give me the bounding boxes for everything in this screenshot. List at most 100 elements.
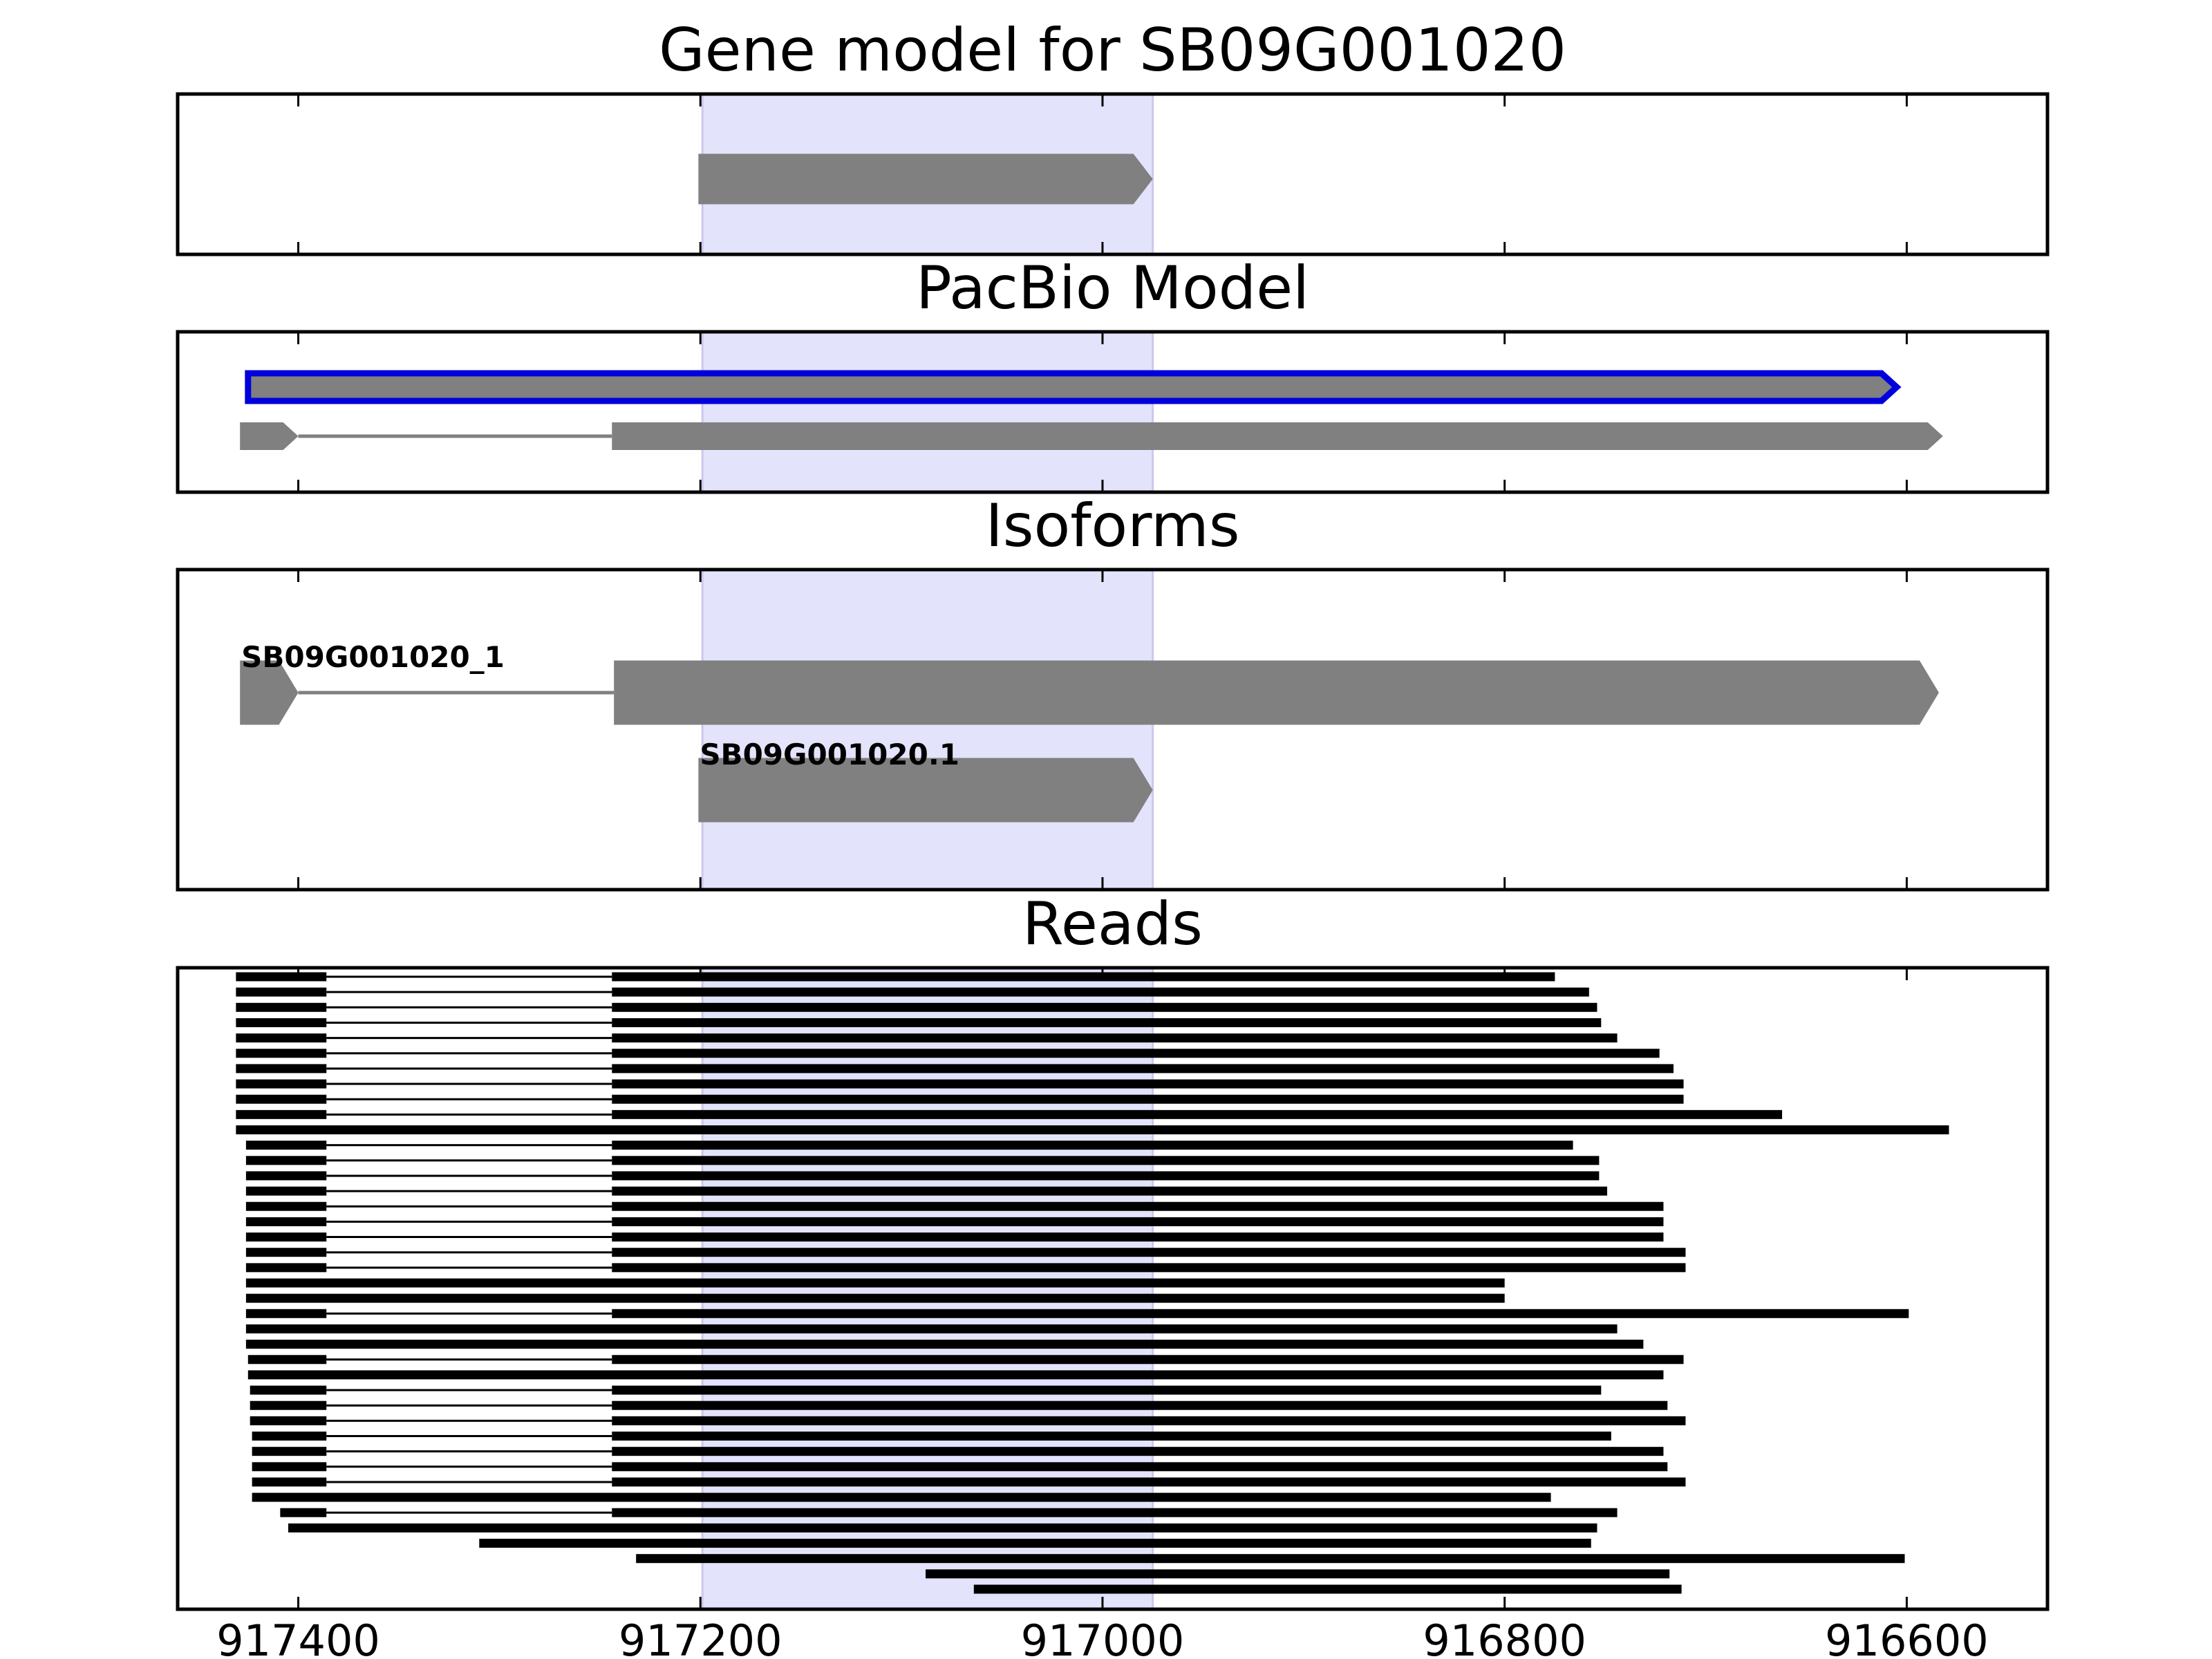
read-exon [247,1370,1664,1380]
exon-block [614,660,1939,725]
read-exon [288,1523,1597,1533]
read-exon [250,1416,327,1425]
panel-frame [176,966,2050,1611]
isoform-label: SB09G001020.1 [700,738,959,771]
panel-frame [176,92,2050,256]
panels-layer: Gene model for SB09G001020 PacBio Model Is… [176,16,2050,1611]
read-exon [236,1125,1949,1134]
read-exon [612,1400,1668,1410]
exon-block [240,422,299,450]
x-tick-label: 917000 [1021,1615,1185,1659]
exon-block [698,758,1153,823]
read-exon [612,1049,1660,1058]
read-exon [245,1141,327,1150]
read-exon [973,1584,1682,1594]
x-tick-label: 917200 [619,1615,782,1659]
panel-4: Reads [176,890,2050,1611]
read-exon [612,1263,1686,1273]
read-exon [612,1432,1611,1441]
read-exon [245,1232,327,1242]
read-exon [612,972,1555,982]
read-exon [612,1447,1664,1456]
highlight-band [701,966,1154,1611]
read-exon [236,1094,327,1104]
exon-block [612,422,1943,450]
panel-title: Isoforms [985,491,1239,561]
highlight-band [701,330,1154,494]
read-exon [252,1447,327,1456]
panel-2: PacBio Model [176,254,2050,494]
read-exon [612,1477,1686,1487]
read-exon [245,1186,327,1196]
read-exon [245,1278,1505,1288]
panel-3: Isoforms SB09G001020_1 SB09G001020.1 [176,491,2050,892]
read-exon [252,1492,1551,1502]
read-exon [636,1554,1905,1564]
read-exon [612,1416,1686,1425]
read-exon [236,972,327,982]
panel-title: Reads [1022,890,1203,959]
read-exon [236,1079,327,1089]
read-exon [612,1141,1573,1150]
read-exon [612,1109,1783,1119]
read-exon [612,1079,1684,1089]
read-exon [236,1049,327,1058]
read-exon [612,987,1589,997]
x-tick-label: 916800 [1423,1615,1586,1659]
read-exon [612,1018,1602,1027]
read-exon [245,1156,327,1165]
read-exon [612,1186,1608,1196]
panel-title: PacBio Model [916,254,1309,323]
read-exon [252,1462,327,1472]
read-exon [926,1569,1670,1579]
read-exon [612,1064,1674,1074]
read-exon [280,1508,327,1517]
read-exon [250,1400,327,1410]
read-exon [236,1109,327,1119]
read-exon [245,1217,327,1226]
read-exon [245,1201,327,1211]
read-exon [612,1156,1600,1165]
read-exon [236,1064,327,1074]
read-exon [612,1033,1618,1043]
read-exon [612,1462,1668,1472]
exon-block [245,370,1902,404]
panel-frame [176,330,2050,494]
read-exon [612,1201,1664,1211]
read-exon [250,1385,327,1395]
read-exon [247,1355,327,1365]
read-exon [612,1232,1664,1242]
read-exon [245,1340,1644,1349]
isoform-label: SB09G001020_1 [241,640,505,674]
read-exon [245,1309,327,1318]
feature-group: SB09G001020_1 SB09G001020.1 [240,640,1939,823]
read-exon [245,1248,327,1257]
read-exon [245,1324,1618,1333]
x-tick-label: 916600 [1825,1615,1989,1659]
read-exon [236,1018,327,1027]
panel-frame [176,568,2050,892]
read-exon [245,1293,1505,1303]
exon-block [698,153,1153,205]
read-exon [612,1002,1597,1012]
read-exon [612,1217,1664,1226]
read-exon [245,1263,327,1273]
read-exon [479,1539,1591,1548]
read-exon [612,1309,1909,1318]
panel-1: Gene model for SB09G001020 [176,16,2050,256]
read-exon [612,1171,1600,1181]
read-exon [245,1171,327,1181]
x-axis: 917400 917200 917000 916800 916600 [216,1615,1989,1659]
read-exon [252,1477,327,1487]
read-exon [612,1355,1684,1365]
exon-block [240,660,299,725]
read-exon [252,1432,327,1441]
read-exon [236,1002,327,1012]
x-tick-label: 917400 [216,1615,380,1659]
panel-title: Gene model for SB09G001020 [659,16,1566,85]
highlight-band [701,568,1154,891]
read-exon [612,1248,1686,1257]
feature-group [698,153,1153,205]
read-exon [612,1385,1602,1395]
